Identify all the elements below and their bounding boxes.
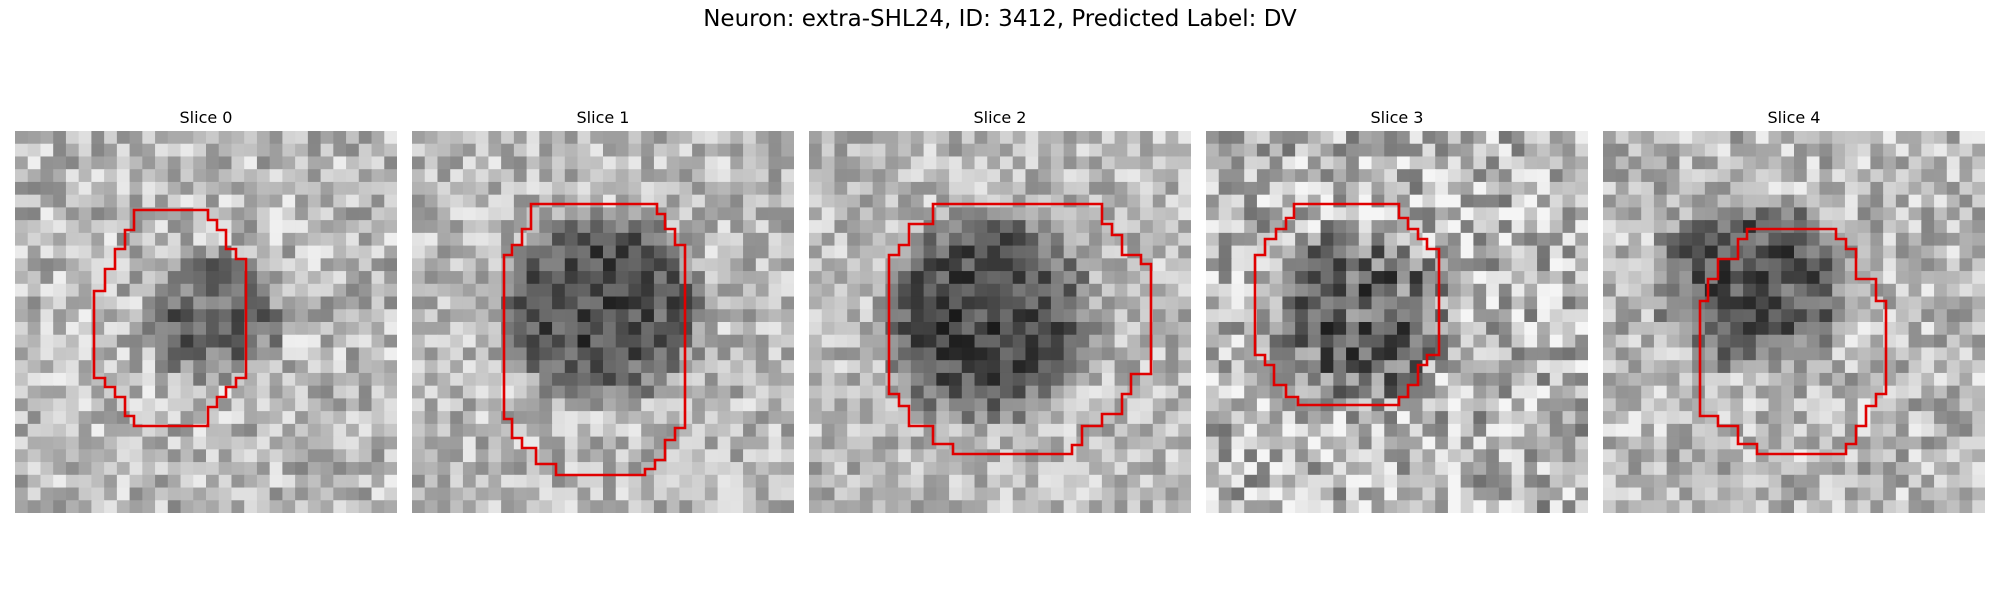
slice-title: Slice 3 <box>1370 108 1424 127</box>
slice-image <box>15 131 397 513</box>
slice-title: Slice 0 <box>179 108 233 127</box>
slice-title: Slice 1 <box>576 108 630 127</box>
slice-title: Slice 4 <box>1767 108 1821 127</box>
neuron-outline <box>502 202 687 477</box>
slice-image <box>412 131 794 513</box>
neuron-outline <box>887 202 1153 456</box>
neuron-outline <box>1253 202 1441 407</box>
slice-panel-1: Slice 1 <box>412 104 794 513</box>
slice-panel-0: Slice 0 <box>15 104 397 513</box>
slice-title: Slice 2 <box>973 108 1027 127</box>
figure-title: Neuron: extra-SHL24, ID: 3412, Predicted… <box>703 6 1297 32</box>
slice-panel-4: Slice 4 <box>1603 104 1985 513</box>
slice-panel-3: Slice 3 <box>1206 104 1588 513</box>
slice-image <box>1603 131 1985 513</box>
neuron-outline <box>92 208 248 428</box>
neuron-outline <box>1698 227 1888 456</box>
slice-image <box>1206 131 1588 513</box>
slice-image <box>809 131 1191 513</box>
slice-panel-2: Slice 2 <box>809 104 1191 513</box>
